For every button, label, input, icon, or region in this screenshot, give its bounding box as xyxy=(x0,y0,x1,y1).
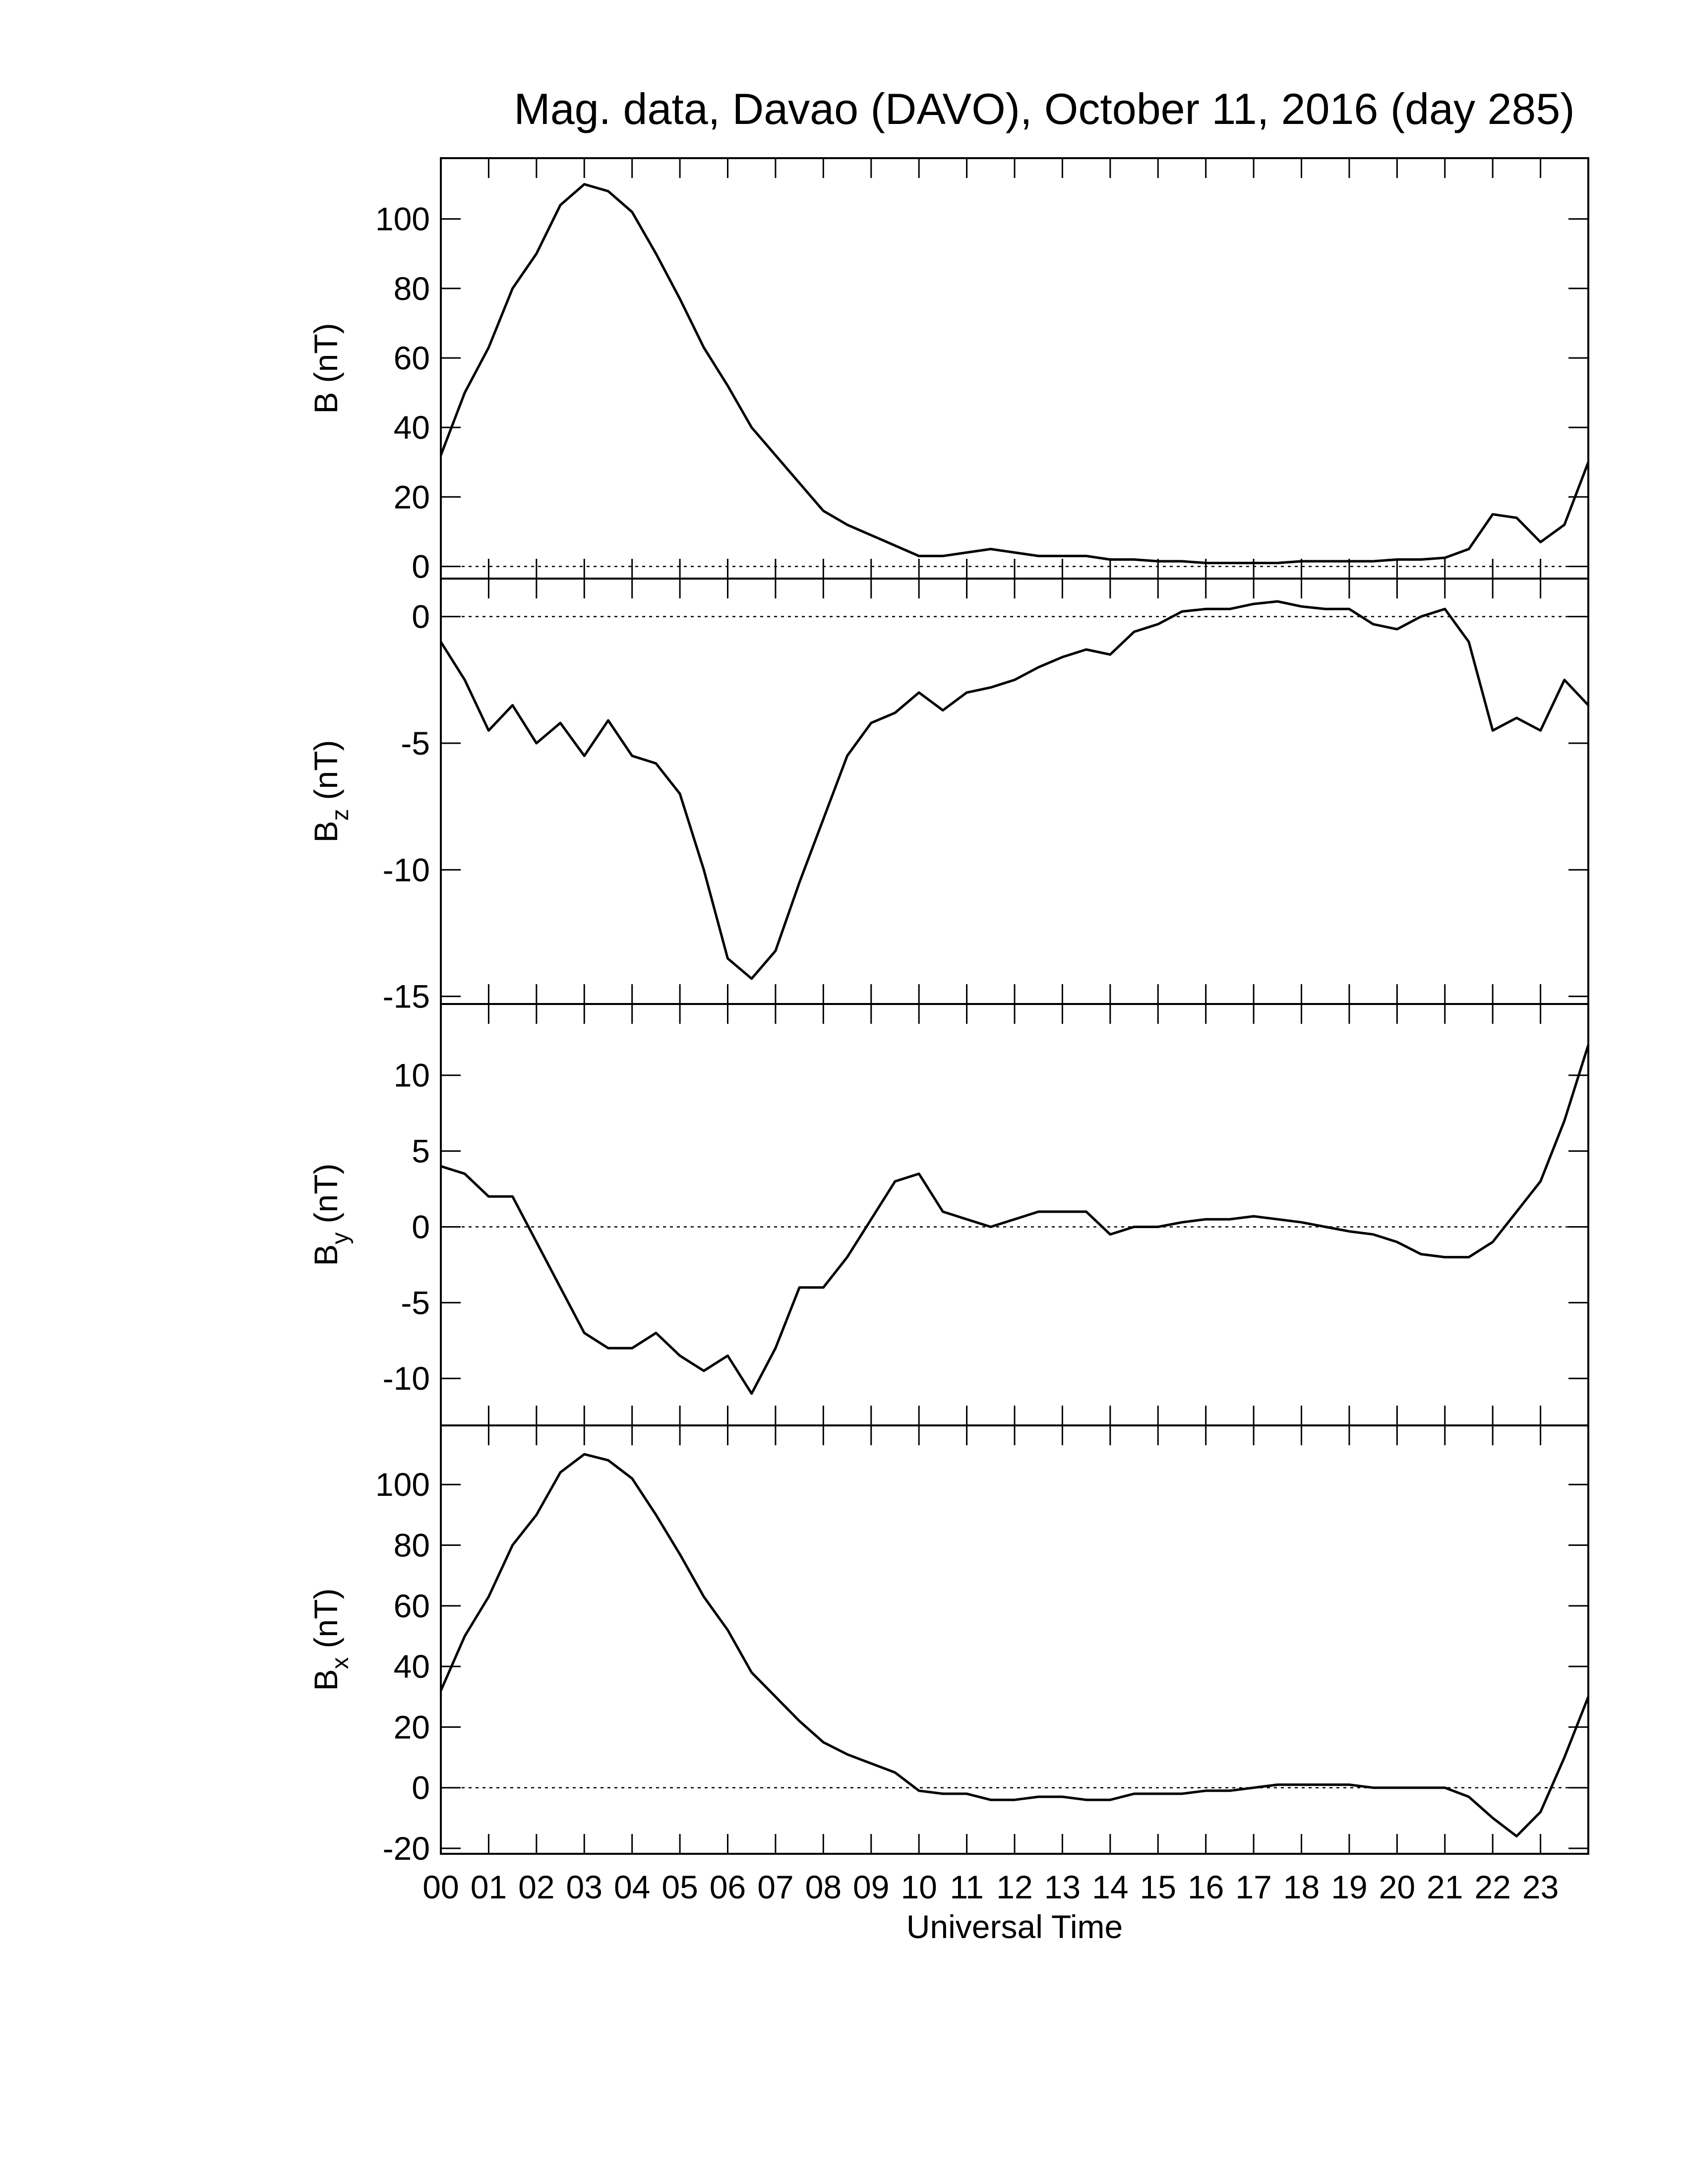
x-tick-label: 02 xyxy=(518,1869,554,1905)
data-line xyxy=(439,1453,1590,1837)
plot-frame xyxy=(440,578,1589,1005)
x-tick-label: 15 xyxy=(1140,1869,1176,1905)
chart-title: Mag. data, Davao (DAVO), October 11, 201… xyxy=(514,84,1574,133)
y-tick-label: 5 xyxy=(412,1133,430,1170)
data-line xyxy=(439,600,1589,980)
x-tick-label: 06 xyxy=(710,1869,746,1905)
x-tick-label: 04 xyxy=(614,1869,650,1905)
y-axis-label-sub: y xyxy=(327,1232,354,1244)
plot-frame xyxy=(440,1003,1589,1426)
x-tick-label: 10 xyxy=(901,1869,937,1905)
y-tick-label: 0 xyxy=(412,598,430,635)
x-tick-label: 00 xyxy=(422,1869,459,1905)
y-tick-label: 60 xyxy=(394,1588,430,1624)
y-tick-label: 0 xyxy=(412,1770,430,1806)
y-tick-label: 100 xyxy=(375,1466,430,1503)
x-tick-label: 09 xyxy=(853,1869,889,1905)
x-tick-label: 12 xyxy=(996,1869,1032,1905)
plot-frame xyxy=(440,157,1589,580)
x-tick-label: 05 xyxy=(662,1869,698,1905)
y-axis-label: By (nT) xyxy=(307,1163,354,1266)
data-line xyxy=(439,183,1590,564)
y-axis-label-main: B xyxy=(307,821,344,842)
y-axis-label-unit: (nT) xyxy=(307,740,344,800)
data-line xyxy=(440,1044,1590,1395)
x-tick-label: 19 xyxy=(1331,1869,1367,1905)
y-tick-label: 10 xyxy=(394,1057,430,1094)
y-axis-label-main: B xyxy=(307,1244,344,1266)
x-tick-label: 18 xyxy=(1283,1869,1320,1905)
y-axis-label-unit: (nT) xyxy=(307,1588,344,1648)
x-tick-label: 17 xyxy=(1235,1869,1271,1905)
x-tick-label: 13 xyxy=(1044,1869,1081,1905)
y-tick-label: -10 xyxy=(383,1360,430,1397)
y-tick-label: 40 xyxy=(394,1648,430,1685)
y-axis-label-main: B xyxy=(307,1669,344,1691)
plot-frame xyxy=(440,1424,1589,1855)
y-axis-label: B (nT) xyxy=(307,323,344,413)
y-axis-label-main: B (nT) xyxy=(307,323,344,413)
y-tick-label: -5 xyxy=(401,1284,430,1321)
y-tick-label: -10 xyxy=(383,851,430,888)
y-tick-label: -5 xyxy=(401,725,430,762)
x-tick-label: 23 xyxy=(1522,1869,1559,1905)
y-tick-label: -20 xyxy=(383,1830,430,1867)
y-tick-label: 0 xyxy=(412,1208,430,1245)
x-tick-label: 20 xyxy=(1379,1869,1415,1905)
x-tick-label: 16 xyxy=(1188,1869,1224,1905)
y-tick-label: 100 xyxy=(375,201,430,237)
x-tick-label: 21 xyxy=(1427,1869,1463,1905)
x-tick-label: 22 xyxy=(1474,1869,1510,1905)
y-tick-label: 0 xyxy=(412,548,430,585)
y-axis-label-sub: z xyxy=(327,809,354,821)
y-tick-label: 40 xyxy=(394,409,430,446)
x-tick-label: 08 xyxy=(805,1869,842,1905)
y-tick-label: 60 xyxy=(394,340,430,376)
y-tick-label: 80 xyxy=(394,1527,430,1564)
y-axis-label-unit: (nT) xyxy=(307,1163,344,1223)
y-axis-label-sub: x xyxy=(327,1657,354,1669)
y-tick-label: 20 xyxy=(394,478,430,515)
y-tick-label: 80 xyxy=(394,270,430,307)
y-tick-label: -15 xyxy=(383,978,430,1015)
x-tick-label: 03 xyxy=(566,1869,602,1905)
x-axis-label: Universal Time xyxy=(906,1908,1123,1945)
x-tick-label: 11 xyxy=(950,1869,984,1905)
y-axis-label: Bz (nT) xyxy=(307,740,354,842)
y-tick-label: 20 xyxy=(394,1709,430,1745)
x-tick-label: 07 xyxy=(757,1869,793,1905)
x-tick-label: 14 xyxy=(1092,1869,1128,1905)
y-axis-label: Bx (nT) xyxy=(307,1588,354,1691)
x-tick-label: 01 xyxy=(471,1869,507,1905)
